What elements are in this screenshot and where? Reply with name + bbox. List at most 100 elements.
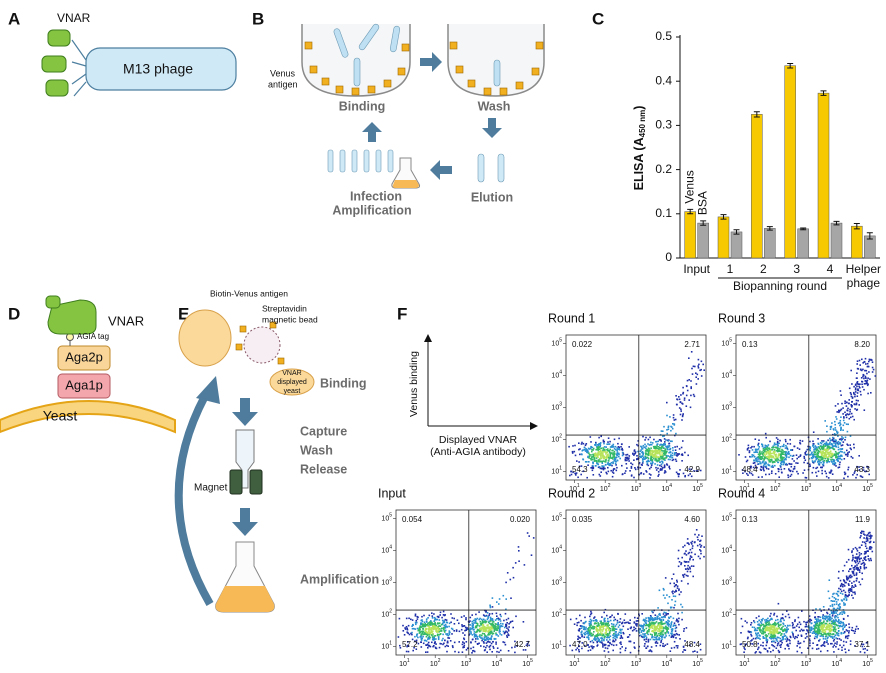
- antigen-label: Biotin-Venus antigen: [210, 288, 288, 298]
- event-dot: [839, 461, 841, 464]
- event-dot: [780, 643, 782, 646]
- event-dot: [646, 463, 648, 466]
- event-dot: [583, 622, 585, 625]
- event-dot: [438, 622, 441, 625]
- event-dot: [805, 450, 807, 453]
- event-dot: [863, 541, 866, 544]
- event-dot: [765, 473, 767, 476]
- event-dot: [674, 634, 676, 636]
- event-dot: [832, 447, 834, 450]
- event-dot: [591, 469, 594, 472]
- event-dot: [675, 620, 678, 622]
- event-dot: [670, 622, 672, 624]
- event-dot: [504, 612, 507, 615]
- event-dot: [833, 597, 836, 599]
- event-dot: [818, 639, 820, 642]
- vnar-shape: [45, 79, 69, 97]
- event-dot: [839, 421, 841, 424]
- event-dot: [601, 616, 603, 618]
- event-dot: [672, 573, 675, 575]
- event-dot: [487, 630, 489, 633]
- event-dot: [865, 363, 867, 365]
- event-dot: [842, 622, 844, 624]
- event-dot: [688, 543, 690, 546]
- event-dot: [845, 629, 848, 631]
- event-dot: [823, 449, 826, 451]
- event-dot: [682, 546, 684, 548]
- phages: [333, 23, 501, 87]
- event-dot: [669, 416, 671, 418]
- event-dot: [427, 638, 429, 640]
- event-dot: [659, 623, 661, 626]
- event-dot: [751, 454, 753, 456]
- event-dot: [665, 625, 667, 628]
- event-dot: [666, 613, 669, 615]
- panel-label: E: [178, 304, 189, 323]
- event-dot: [814, 448, 817, 450]
- x-tick-label: 1: [727, 262, 734, 276]
- event-dot: [667, 632, 670, 634]
- event-dot: [678, 589, 680, 592]
- event-dot: [835, 603, 838, 605]
- event-dot: [636, 617, 639, 619]
- event-dot: [839, 419, 842, 422]
- event-dot: [588, 638, 590, 641]
- event-dot: [444, 629, 447, 632]
- event-dot: [431, 641, 433, 644]
- event-dot: [498, 598, 501, 600]
- event-dot: [603, 625, 606, 627]
- event-dot: [607, 459, 610, 462]
- event-dot: [602, 625, 605, 627]
- event-dot: [765, 448, 768, 450]
- event-dot: [833, 644, 835, 647]
- event-dot: [865, 369, 868, 372]
- event-dot: [779, 450, 782, 452]
- event-dot: [759, 651, 762, 654]
- event-dot: [756, 456, 759, 459]
- event-dot: [762, 448, 765, 450]
- event-dot: [840, 427, 842, 429]
- event-dot: [670, 628, 673, 631]
- event-dot: [832, 593, 834, 595]
- event-dot: [861, 369, 863, 372]
- event-dot: [856, 363, 858, 365]
- event-dot: [762, 641, 764, 644]
- event-dot: [591, 626, 593, 628]
- event-dot: [673, 419, 676, 421]
- event-dot: [453, 641, 456, 644]
- event-dot: [434, 624, 437, 626]
- event-dot: [786, 447, 789, 450]
- tick-label: 104: [832, 483, 843, 493]
- event-dot: [429, 632, 432, 635]
- event-dot: [613, 459, 616, 461]
- event-dot: [842, 644, 845, 647]
- event-dot: [434, 617, 437, 620]
- event-dot: [793, 460, 795, 462]
- event-dot: [770, 472, 773, 474]
- event-dot: [464, 634, 466, 636]
- shape: [387, 149, 394, 173]
- event-dot: [489, 641, 491, 643]
- event-dot: [698, 534, 700, 536]
- event-dot: [650, 459, 652, 462]
- event-dot: [407, 645, 410, 647]
- event-dot: [596, 627, 598, 630]
- event-dot: [680, 580, 683, 582]
- event-dot: [670, 632, 672, 635]
- event-dot: [642, 625, 645, 627]
- event-dot: [853, 569, 855, 571]
- event-dot: [475, 618, 478, 621]
- event-dot: [755, 617, 758, 619]
- event-dot: [812, 642, 814, 644]
- event-dot: [637, 466, 639, 468]
- event-dot: [752, 462, 755, 464]
- event-dot: [678, 407, 681, 409]
- step-label: Elution: [471, 190, 513, 204]
- event-dot: [489, 616, 492, 619]
- legend-label: Venus: [682, 170, 696, 203]
- event-dot: [624, 472, 626, 474]
- event-dot: [870, 392, 872, 394]
- antigens: [304, 41, 544, 96]
- event-dot: [829, 451, 831, 454]
- event-dot: [569, 618, 572, 621]
